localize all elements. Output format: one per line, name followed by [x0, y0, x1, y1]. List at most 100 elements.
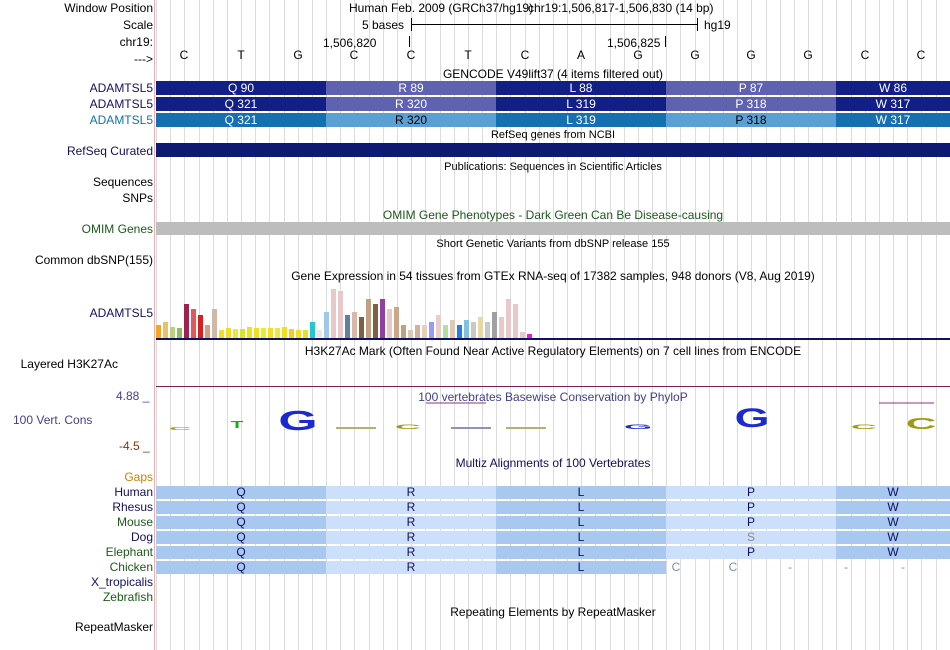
multiz-cell[interactable]: W [836, 531, 950, 544]
sequences-label[interactable]: Sequences [92, 175, 153, 189]
gaps-label[interactable]: Gaps [124, 470, 153, 484]
omim-label[interactable]: OMIM Genes [81, 222, 153, 236]
multiz-species-label[interactable]: Elephant [105, 545, 153, 559]
multiz-cell[interactable]: Q [156, 516, 326, 529]
gtex-tissue-bar[interactable] [408, 330, 413, 338]
multiz-species-label[interactable]: Chicken [109, 560, 153, 574]
window-coords[interactable]: chr19:1,506,817-1,506,830 (14 bp) [528, 1, 714, 15]
gtex-tissue-bar[interactable] [296, 330, 301, 338]
gtex-tissue-bar[interactable] [492, 312, 497, 338]
gencode-row-label[interactable]: ADAMTSL5 [89, 81, 153, 95]
gtex-tissue-bar[interactable] [289, 329, 294, 338]
multiz-cell[interactable]: W [836, 516, 950, 529]
gencode-row-label[interactable]: ADAMTSL5 [89, 97, 153, 111]
multiz-species-label[interactable]: Human [114, 485, 153, 499]
gtex-tissue-bar[interactable] [415, 325, 420, 338]
gtex-tissue-bar[interactable] [443, 325, 448, 338]
gencode-codon[interactable]: Q 90 [156, 81, 326, 95]
gencode-codon[interactable]: W 317 [836, 97, 950, 111]
gtex-tissue-bar[interactable] [478, 317, 483, 338]
gtex-label[interactable]: ADAMTSL5 [89, 306, 153, 320]
dbsnp-label[interactable]: Common dbSNP(155) [34, 253, 153, 267]
multiz-species-label[interactable]: Rhesus [112, 500, 153, 514]
gtex-tissue-bar[interactable] [240, 329, 245, 338]
multiz-cell[interactable]: R [326, 501, 496, 514]
gencode-codon[interactable]: R 89 [326, 81, 496, 95]
gencode-codon[interactable]: L 319 [496, 113, 666, 127]
gtex-tissue-bar[interactable] [324, 312, 329, 338]
gtex-tissue-bar[interactable] [317, 330, 322, 338]
gtex-tissue-bar[interactable] [471, 322, 476, 338]
refseq-label[interactable]: RefSeq Curated [66, 144, 153, 158]
gtex-tissue-bar[interactable] [506, 299, 511, 338]
gencode-codon[interactable]: P 318 [666, 113, 836, 127]
gtex-tissue-bar[interactable] [352, 312, 357, 338]
multiz-cell[interactable]: Q [156, 486, 326, 499]
gtex-tissue-bar[interactable] [233, 329, 238, 338]
multiz-cell[interactable]: R [326, 546, 496, 559]
gencode-codon[interactable]: Q 321 [156, 113, 326, 127]
h3k27ac-label[interactable]: Layered H3K27Ac [20, 357, 118, 371]
gencode-codon[interactable]: L 319 [496, 97, 666, 111]
gencode-codon[interactable]: P 87 [666, 81, 836, 95]
gtex-tissue-bar[interactable] [303, 330, 308, 338]
gencode-codon[interactable]: R 320 [326, 113, 496, 127]
gtex-tissue-bar[interactable] [387, 309, 392, 338]
multiz-cell[interactable]: Q [156, 531, 326, 544]
multiz-cell[interactable]: L [496, 486, 666, 499]
gtex-tissue-bar[interactable] [282, 327, 287, 338]
gtex-tissue-bar[interactable] [401, 325, 406, 338]
multiz-species-label[interactable]: X_tropicalis [90, 575, 153, 589]
multiz-cell[interactable]: W [836, 546, 950, 559]
gtex-tissue-bar[interactable] [429, 322, 434, 338]
gtex-tissue-bar[interactable] [520, 332, 525, 338]
multiz-cell[interactable]: P [666, 486, 836, 499]
gencode-codon[interactable]: R 320 [326, 97, 496, 111]
gtex-tissue-bar[interactable] [394, 307, 399, 338]
gtex-tissue-bar[interactable] [499, 317, 504, 338]
gtex-tissue-bar[interactable] [254, 328, 259, 338]
multiz-species-label[interactable]: Dog [130, 530, 153, 544]
gtex-tissue-bar[interactable] [247, 327, 252, 338]
gtex-tissue-bar[interactable] [345, 315, 350, 338]
gtex-tissue-bar[interactable] [226, 328, 231, 338]
gencode-codon[interactable]: L 88 [496, 81, 666, 95]
gtex-tissue-bar[interactable] [527, 334, 532, 338]
gtex-tissue-bar[interactable] [485, 322, 490, 338]
gtex-tissue-bar[interactable] [268, 328, 273, 338]
snps-label[interactable]: SNPs [122, 191, 153, 205]
multiz-species-label[interactable]: Zebrafish [102, 590, 153, 604]
omim-bar[interactable] [156, 222, 950, 235]
gtex-tissue-bar[interactable] [212, 309, 217, 338]
gtex-tissue-bar[interactable] [359, 317, 364, 338]
multiz-cell[interactable]: R [326, 486, 496, 499]
gtex-tissue-bar[interactable] [163, 322, 168, 338]
gtex-tissue-bar[interactable] [366, 299, 371, 338]
multiz-cell[interactable]: P [666, 516, 836, 529]
gencode-codon[interactable]: P 318 [666, 97, 836, 111]
gtex-tissue-bar[interactable] [205, 325, 210, 338]
multiz-cell[interactable]: P [666, 501, 836, 514]
gtex-tissue-bar[interactable] [338, 291, 343, 338]
gtex-tissue-bar[interactable] [219, 330, 224, 338]
multiz-cell[interactable]: R [326, 561, 496, 574]
repeatmasker-label[interactable]: RepeatMasker [74, 620, 153, 634]
gtex-tissue-bar[interactable] [191, 309, 196, 338]
multiz-cell[interactable]: Q [156, 561, 326, 574]
gencode-codon[interactable]: Q 321 [156, 97, 326, 111]
gtex-tissue-bar[interactable] [380, 299, 385, 338]
gtex-tissue-bar[interactable] [331, 289, 336, 338]
multiz-species-label[interactable]: Mouse [116, 515, 153, 529]
multiz-cell[interactable]: L [496, 546, 666, 559]
multiz-cell[interactable]: W [836, 486, 950, 499]
gtex-tissue-bar[interactable] [177, 328, 182, 338]
gtex-tissue-bar[interactable] [513, 304, 518, 338]
multiz-cell[interactable]: L [496, 516, 666, 529]
gtex-tissue-bar[interactable] [170, 327, 175, 338]
multiz-cell[interactable]: L [496, 531, 666, 544]
multiz-cell[interactable]: R [326, 516, 496, 529]
multiz-cell[interactable]: L [496, 561, 666, 574]
gtex-tissue-bar[interactable] [450, 320, 455, 338]
multiz-cell[interactable]: Q [156, 501, 326, 514]
gtex-tissue-bar[interactable] [156, 325, 161, 338]
